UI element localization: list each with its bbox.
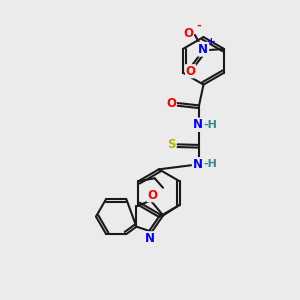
Text: -H: -H: [203, 159, 217, 169]
Text: O: O: [147, 189, 157, 202]
Text: O: O: [185, 65, 196, 78]
Text: N: N: [193, 118, 202, 131]
Text: +: +: [207, 37, 216, 47]
Text: -: -: [197, 21, 201, 31]
Text: O: O: [183, 27, 194, 40]
Text: -H: -H: [203, 120, 217, 130]
Text: N: N: [145, 232, 154, 245]
Text: S: S: [167, 138, 176, 151]
Text: N: N: [198, 43, 208, 56]
Text: N: N: [193, 158, 202, 171]
Text: O: O: [166, 97, 176, 110]
